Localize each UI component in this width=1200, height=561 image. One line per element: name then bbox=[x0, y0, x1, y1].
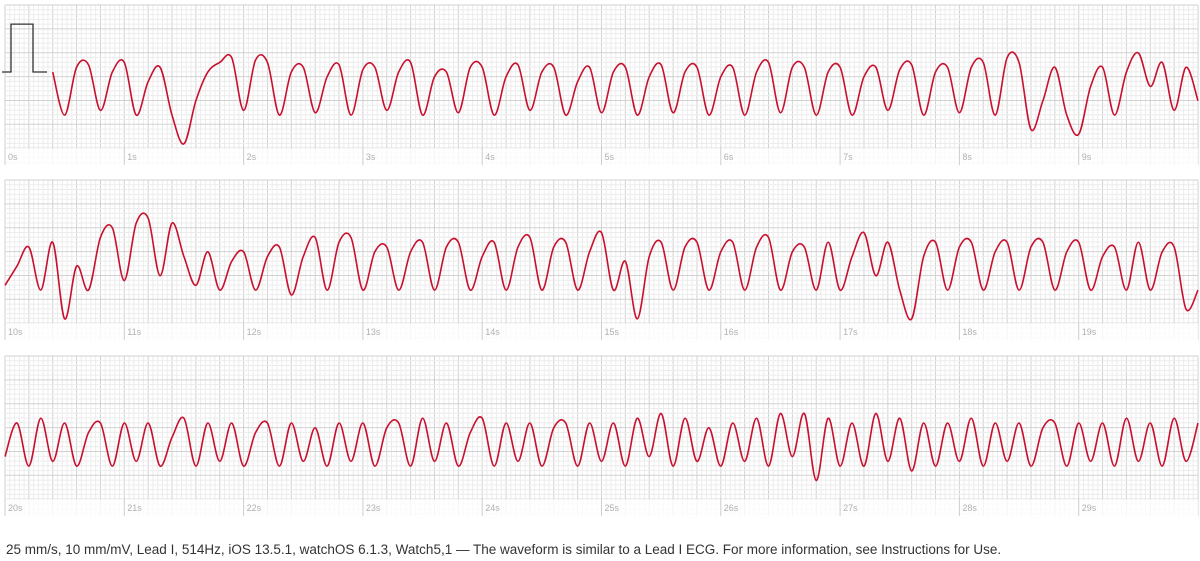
x-tick-label: 2s bbox=[247, 152, 257, 162]
x-tick-label: 1s bbox=[127, 152, 137, 162]
x-tick-label: 4s bbox=[485, 152, 495, 162]
x-tick-label: 6s bbox=[724, 152, 734, 162]
x-tick-label: 18s bbox=[962, 327, 977, 337]
x-tick-label: 21s bbox=[127, 503, 142, 513]
x-tick-label: 29s bbox=[1082, 503, 1097, 513]
x-tick-label: 7s bbox=[843, 152, 853, 162]
ecg-trace bbox=[51, 51, 1199, 145]
x-tick-label: 28s bbox=[962, 503, 977, 513]
x-tick-label: 12s bbox=[247, 327, 262, 337]
x-tick-label: 10s bbox=[8, 327, 23, 337]
ecg-trace bbox=[4, 412, 1199, 482]
x-tick-label: 27s bbox=[843, 503, 858, 513]
page: 0s 1s 2s 3s 4s 5s 6s 7s 8s 9s 10s 11s 12s 13s 14s 15s 16… bbox=[2, 4, 1199, 557]
x-tick-label: 26s bbox=[724, 503, 739, 513]
ecg-trace bbox=[4, 212, 1199, 321]
x-tick-label: 3s bbox=[366, 152, 376, 162]
footer: 25 mm/s, 10 mm/mV, Lead I, 514Hz, iOS 13… bbox=[6, 542, 1002, 557]
x-tick-label: 8s bbox=[962, 152, 972, 162]
x-tick-label: 16s bbox=[724, 327, 739, 337]
x-tick-label: 0s bbox=[8, 152, 18, 162]
x-tick-label: 24s bbox=[485, 503, 500, 513]
x-tick-label: 17s bbox=[843, 327, 858, 337]
x-tick-label: 22s bbox=[247, 503, 262, 513]
x-tick-label: 9s bbox=[1082, 152, 1092, 162]
x-tick-label: 15s bbox=[605, 327, 620, 337]
x-tick-label: 11s bbox=[127, 327, 141, 337]
ecg-strips: 0s 1s 2s 3s 4s 5s 6s 7s 8s 9s 10s 11s 12s 13s 14s 15s 16… bbox=[2, 4, 1199, 516]
x-tick-label: 19s bbox=[1082, 327, 1097, 337]
x-tick-label: 25s bbox=[605, 503, 620, 513]
x-tick-label: 14s bbox=[485, 327, 500, 337]
calibration-pulse bbox=[2, 23, 47, 73]
x-tick-label: 13s bbox=[366, 327, 381, 337]
x-tick-label: 5s bbox=[605, 152, 615, 162]
x-tick-label: 20s bbox=[8, 503, 23, 513]
x-tick-label: 23s bbox=[366, 503, 381, 513]
